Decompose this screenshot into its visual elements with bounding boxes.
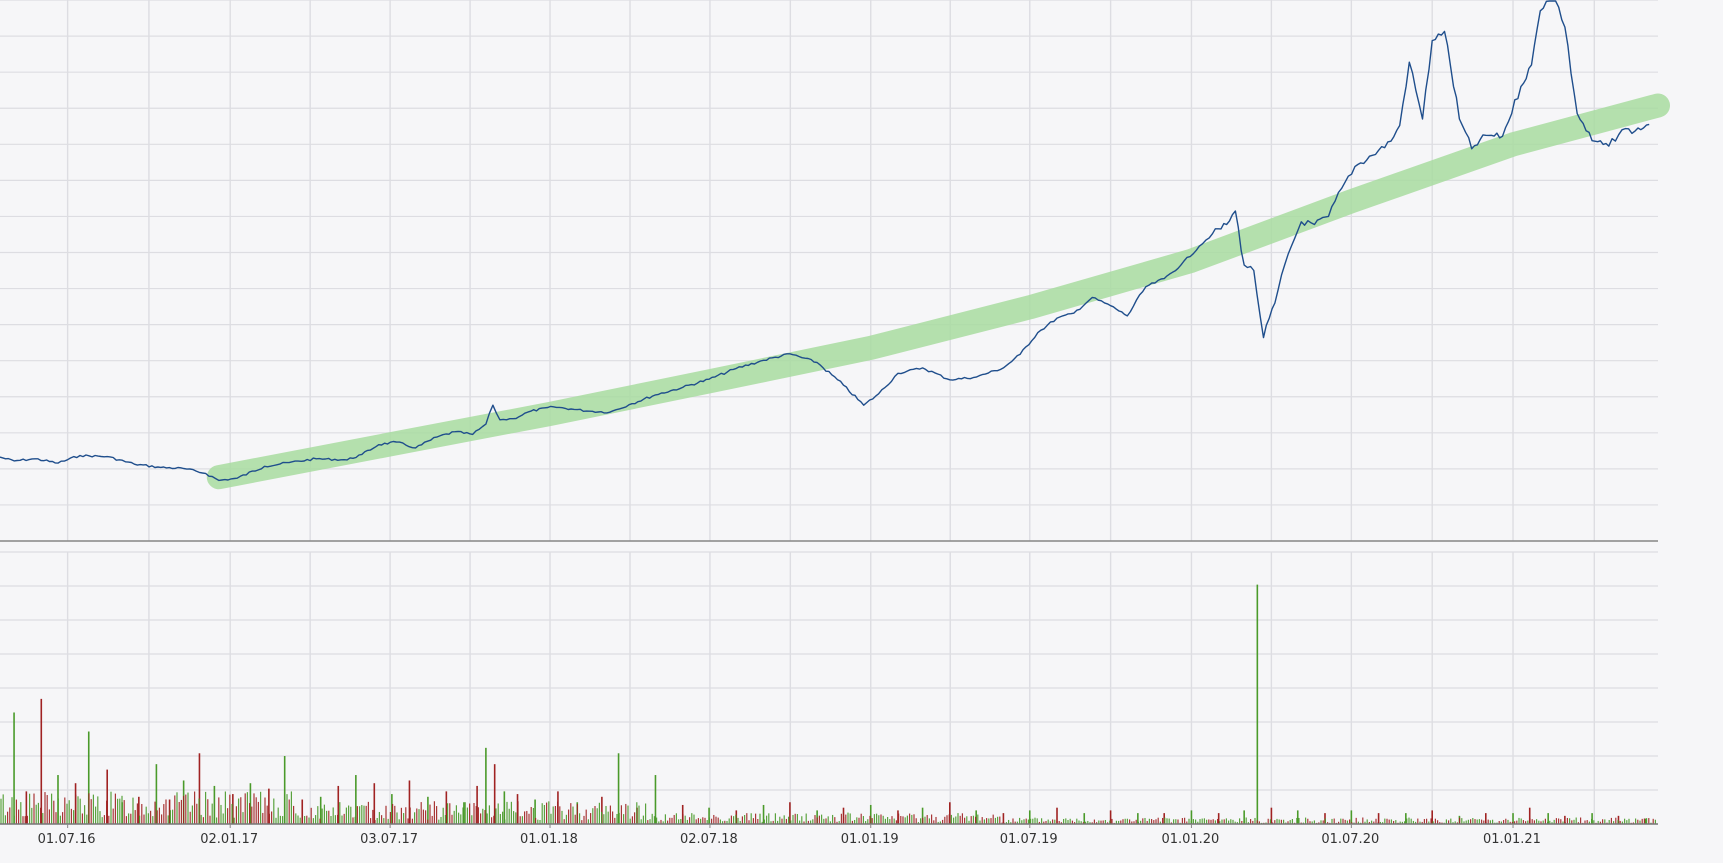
price-grid: [0, 0, 1658, 542]
volume-grid: [0, 551, 1658, 825]
price-line-layer: [0, 0, 1650, 482]
price-panel: [0, 0, 1670, 542]
x-tick-label: 02.01.17: [200, 832, 258, 847]
x-tick-label: 01.01.18: [520, 832, 578, 847]
trend-band: [206, 93, 1670, 490]
trend-band-layer: [206, 93, 1670, 490]
x-tick-label: 01.07.19: [1000, 832, 1058, 847]
x-tick-label: 01.01.19: [841, 832, 899, 847]
x-tick-label: 03.07.17: [360, 832, 418, 847]
volume-panel: [0, 551, 1658, 825]
x-tick-label: 02.07.18: [680, 832, 738, 847]
x-tick-label: 01.01.21: [1483, 832, 1541, 847]
x-tick-label: 01.07.20: [1321, 832, 1379, 847]
x-tick-label: 01.01.20: [1161, 832, 1219, 847]
x-axis-tick-labels: 01.07.16 02.01.17 03.07.17 01.01.18 02.07.18…: [38, 824, 1541, 847]
x-tick-label: 01.07.16: [38, 832, 96, 847]
price-line: [0, 0, 1650, 482]
